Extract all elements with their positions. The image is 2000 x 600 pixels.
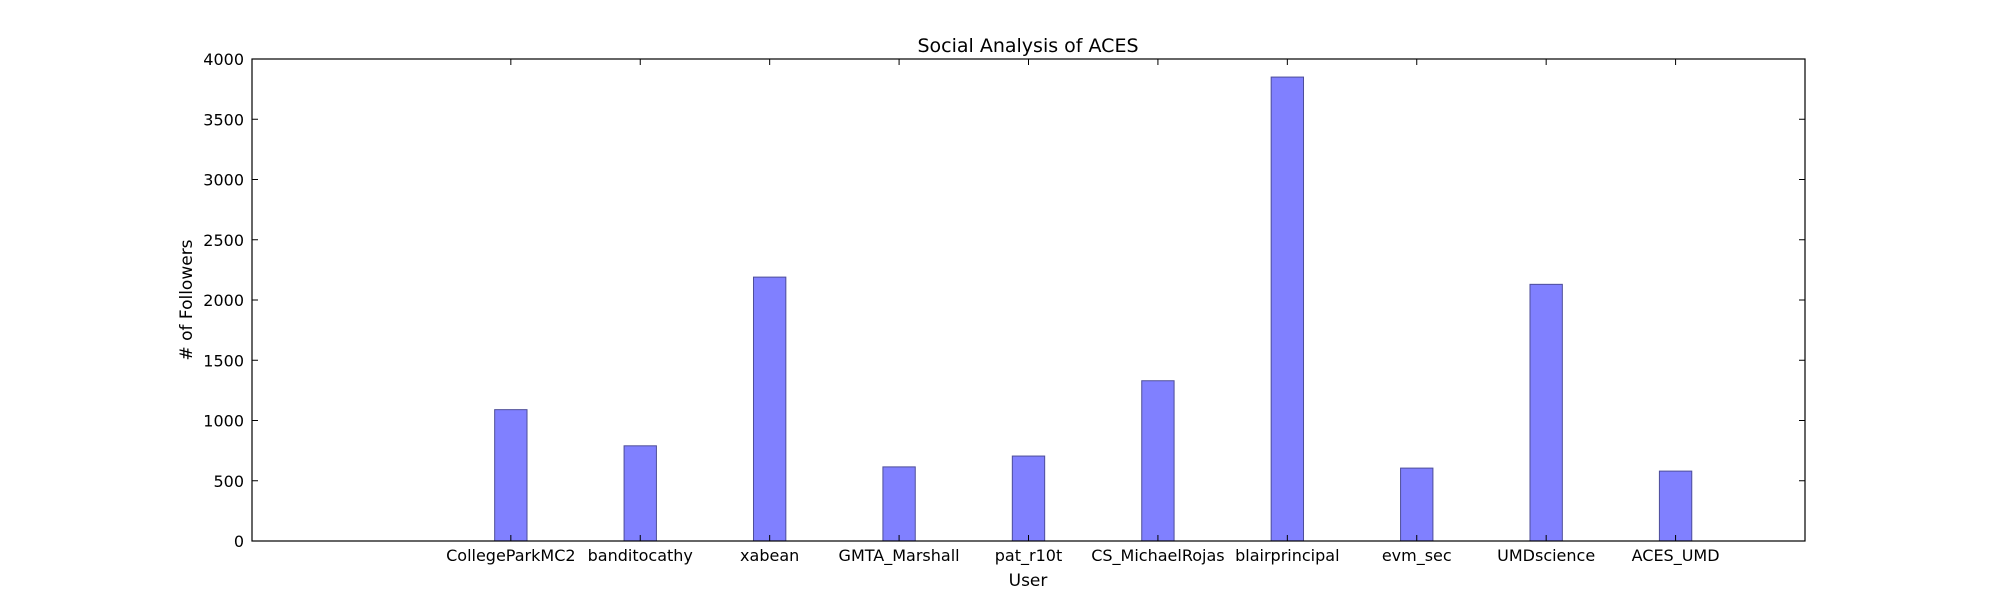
bars-layer: [494, 76, 1693, 542]
bar-ACES_UMD: [1658, 470, 1693, 542]
bar-UMDscience: [1529, 283, 1563, 542]
x-tick-label: pat_r10t: [995, 546, 1062, 566]
y-tick-label: 3000: [203, 171, 244, 190]
x-tick-label: GMTA_Marshall: [839, 546, 960, 566]
y-tick-label: 1500: [203, 351, 244, 370]
chart-title: Social Analysis of ACES: [917, 35, 1138, 57]
bar-xabean: [752, 276, 787, 542]
x-tick-label: CollegeParkMC2: [446, 546, 575, 565]
y-axis-title: # of Followers: [177, 239, 197, 360]
bar-CollegeParkMC2: [494, 409, 528, 542]
labels-layer: CollegeParkMC2 banditocathy xabean GMTA_Mar…: [203, 50, 1719, 566]
bar-blairprincipal: [1270, 76, 1305, 542]
y-tick-label: 4000: [203, 50, 244, 69]
x-tick-label: evm_sec: [1382, 546, 1452, 566]
y-tick-label: 0: [234, 532, 244, 551]
x-tick-label: blairprincipal: [1235, 546, 1339, 565]
y-tick-label: 1000: [203, 412, 244, 431]
y-tick-label: 500: [213, 472, 244, 491]
x-tick-label: ACES_UMD: [1632, 546, 1720, 566]
bar-GMTA_Marshall: [882, 466, 916, 542]
y-tick-label: 2000: [203, 291, 244, 310]
x-tick-label: CS_MichaelRojas: [1091, 546, 1224, 566]
bar-pat_r10t: [1011, 455, 1046, 542]
x-tick-label: banditocathy: [588, 546, 693, 565]
y-tick-label: 3500: [203, 110, 244, 129]
plot-area-frame: [251, 58, 1806, 542]
x-tick-label: UMDscience: [1497, 546, 1595, 565]
bar-banditocathy: [623, 445, 657, 542]
y-tick-label: 2500: [203, 231, 244, 250]
x-axis-title: User: [1009, 571, 1048, 591]
x-tick-label: xabean: [740, 546, 799, 565]
bar-evm_sec: [1400, 467, 1434, 542]
bar-CS_MichaelRojas: [1141, 380, 1175, 542]
